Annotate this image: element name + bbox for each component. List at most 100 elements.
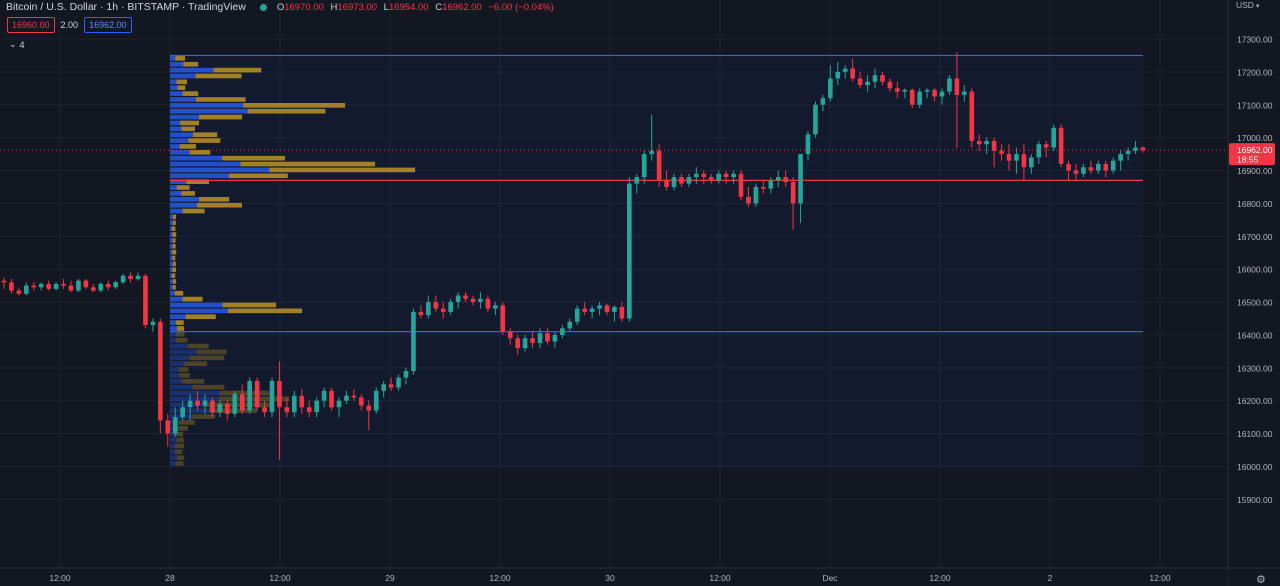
candle-body [902,89,908,92]
vp-row-down-volume [172,285,176,290]
vp-row-up-volume [170,255,173,261]
candle-body [954,78,960,95]
vp-row-down-volume [197,349,227,355]
vp-row-down-volume [228,173,288,179]
candle [1073,163,1079,181]
candle [344,390,349,404]
vp-row-up-volume [170,302,223,308]
vp-row-down-volume [176,431,184,437]
vp-row-down-volume [192,384,225,390]
candle [455,292,461,309]
candle [880,71,885,86]
vp-row-down-volume [177,455,185,460]
candle [269,377,275,418]
candle-body [478,298,483,303]
candle [790,177,796,230]
vp-row-down-volume [222,302,277,308]
vp-row-up-volume [170,61,184,67]
candle [746,186,751,207]
candle [76,279,81,293]
candle-body [418,311,424,316]
currency-selector[interactable]: USD ▾ [1236,0,1259,10]
candle-body [999,150,1004,155]
candle-body [485,298,491,309]
candle [537,328,543,349]
candle-body [1051,127,1056,148]
candle-body [1058,127,1064,164]
vp-row-down-volume [172,249,177,255]
candle-body [835,71,841,79]
candle [530,331,535,349]
vp-row-up-volume [170,326,178,331]
candle-body [813,104,818,135]
vp-row-up-volume [170,378,182,384]
vp-row-up-volume [170,320,176,325]
candle-body [552,334,558,342]
vp-row-down-volume [175,320,184,325]
price-tick-label: 17000.00 [1237,133,1273,143]
candle [969,88,975,148]
candle [1058,124,1064,168]
vp-row-down-volume [174,290,184,296]
vp-row-up-volume [170,455,178,460]
settings-gear-icon[interactable]: ⚙ [1256,573,1266,586]
time-tick-label: 12:00 [489,573,511,583]
candle [887,78,893,92]
vp-row-up-volume [170,185,177,190]
candle-body [790,182,796,204]
vp-row-down-volume [172,261,176,267]
candle-body [649,150,654,155]
candle-body [671,177,677,187]
candle [679,173,684,187]
candle-body [775,177,781,181]
candle-body [195,400,200,406]
price-tick-label: 17100.00 [1237,100,1273,110]
candle [872,68,878,89]
candle [895,81,900,99]
vp-row-up-volume [170,279,173,284]
price-tick-label: 16000.00 [1237,462,1273,472]
candle [217,400,223,418]
candle-body [761,186,766,189]
vp-row-up-volume [170,202,197,208]
candle [262,400,267,418]
candle [46,280,51,291]
candle-body [634,177,640,184]
buy-price-button[interactable]: 16962.00 [84,17,132,33]
candle [612,305,617,322]
candle [694,167,699,184]
candle-body [783,177,788,183]
spread-value: 2.00 [60,20,79,30]
time-tick-label: 12:00 [929,573,951,583]
candle [202,394,208,414]
candle [619,302,625,322]
vp-row-down-volume [192,132,218,138]
vp-row-up-volume [170,79,177,85]
candle [649,114,654,161]
vp-row-down-volume [195,97,246,102]
candle-body [455,295,461,303]
candle-body [9,282,14,291]
sell-price-button[interactable]: 16960.00 [7,17,55,33]
candle [1096,160,1101,174]
vp-row-up-volume [170,56,176,61]
candle [924,88,930,99]
candle [135,272,141,281]
candle-body [172,417,178,434]
candles [1,52,1146,460]
indicators-toggle[interactable]: ⌄ 4 [9,39,25,50]
candle-body [537,333,543,344]
high-value: 16973.00 [337,1,377,13]
vp-row-down-volume [177,326,185,331]
candle [1110,157,1116,174]
current-price-label-bg [1229,143,1275,166]
candle [31,282,37,291]
candle-body [545,333,550,342]
symbol-title[interactable]: Bitcoin / U.S. Dollar · 1h · BITSTAMP · … [6,1,246,13]
candle [150,318,156,332]
candle-body [842,68,848,72]
candle [1133,140,1138,155]
indicator-count: 4 [19,39,25,50]
candle-body [98,283,104,291]
